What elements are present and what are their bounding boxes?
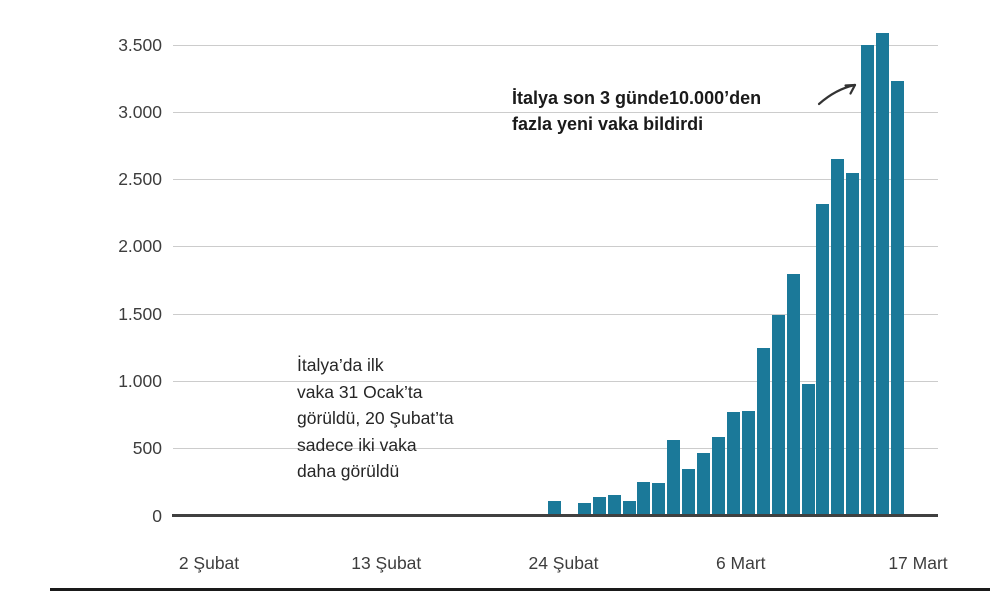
bar: [652, 483, 666, 515]
y-tick-label: 500: [132, 438, 162, 459]
annotation-line: vaka 31 Ocak’ta: [297, 381, 423, 402]
bar: [548, 500, 561, 515]
bar: [876, 32, 890, 515]
bar: [801, 384, 815, 515]
x-axis-line: [172, 514, 938, 517]
gridline: [173, 111, 938, 113]
bar: [831, 158, 845, 515]
bar: [667, 440, 681, 515]
bar: [726, 412, 740, 515]
gridline: [173, 179, 938, 181]
x-tick-label: 2 Şubat: [178, 553, 240, 573]
footer-divider: [50, 588, 990, 591]
x-tick-label: 6 Mart: [715, 553, 766, 573]
bar: [637, 481, 651, 515]
bar: [741, 410, 755, 515]
x-tick-label: 17 Mart: [888, 553, 948, 573]
y-tick-label: 3.000: [118, 101, 162, 122]
bar: [786, 273, 800, 515]
annotation-line: daha görüldü: [297, 461, 400, 482]
y-tick-label: 3.500: [118, 34, 162, 55]
gridline: [173, 448, 938, 450]
x-tick-label: 13 Şubat: [351, 553, 422, 573]
annotation-line: İtalya’da ilk: [297, 355, 384, 375]
gridline: [173, 246, 938, 248]
bar: [771, 314, 785, 515]
gridline: [173, 313, 938, 315]
bar: [622, 500, 636, 515]
annotation-first-case: İtalya’da ilk vaka 31 Ocak’ta görüldü, 2…: [297, 352, 527, 485]
bar: [890, 80, 904, 515]
bar: [756, 347, 770, 515]
annotation-arrow-icon: [817, 83, 857, 106]
bar: [846, 172, 860, 515]
x-tick-label: 24 Şubat: [528, 553, 599, 573]
y-tick-label: 2.500: [118, 169, 162, 190]
bar: [682, 469, 696, 515]
annotation-line: fazla yeni vaka bildirdi: [512, 113, 704, 134]
y-tick-label: 0: [152, 505, 162, 526]
bar: [697, 452, 711, 515]
y-tick-label: 1.500: [118, 303, 162, 324]
bar: [861, 45, 875, 515]
y-tick-label: 2.000: [118, 236, 162, 257]
annotation-line: İtalya son 3 günde10.000’den: [512, 88, 762, 108]
gridline: [173, 44, 938, 46]
bar: [816, 204, 830, 515]
bar: [607, 495, 621, 515]
annotation-line: sadece iki vaka: [297, 434, 417, 455]
bar: [592, 496, 606, 515]
bar: [577, 503, 591, 515]
bar: [712, 436, 726, 515]
annotation-line: görüldü, 20 Şubat’ta: [297, 408, 454, 429]
gridline: [173, 380, 938, 382]
y-tick-label: 1.000: [118, 370, 162, 391]
annotation-surge: İtalya son 3 günde10.000’den fazla yeni …: [512, 86, 842, 137]
